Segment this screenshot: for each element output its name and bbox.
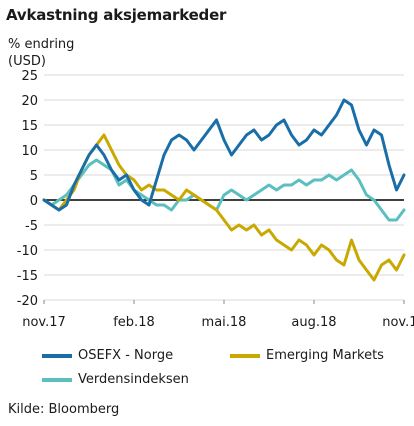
- x-tick-label: mai.18: [202, 315, 247, 330]
- y-tick-labels: -20 -15 -10 -5 0 5 10 15 20 25: [17, 69, 38, 309]
- legend-swatch-verdensindeksen: [42, 377, 72, 382]
- legend-swatch-emerging-markets: [230, 353, 260, 358]
- series-line-verdensindeksen: [42, 158, 406, 222]
- chart-title: Avkastning aksjemarkeder: [6, 6, 227, 24]
- series-line-emerging-markets: [42, 133, 406, 282]
- legend-label-verdensindeksen: Verdensindeksen: [78, 372, 189, 387]
- line-chart: -20 -15 -10 -5 0 5 10 15 20 25 nov.17 feb.18 mai.18…: [17, 69, 414, 330]
- y-tick-label: -20: [17, 294, 38, 309]
- y-tick-label: -15: [17, 269, 38, 284]
- series-line-osefx-norge: [42, 98, 406, 212]
- y-axis-label: % endring (USD): [8, 37, 75, 69]
- y-tick-label: 0: [30, 194, 38, 209]
- grid: [44, 74, 404, 301]
- x-tick-label: nov.17: [22, 315, 66, 330]
- y-tick-label: 15: [21, 119, 38, 134]
- y-tick-label: 5: [30, 169, 38, 184]
- legend-item-osefx: OSEFX - Norge: [42, 348, 173, 363]
- legend-item-verdensindeksen: Verdensindeksen: [42, 372, 189, 387]
- legend-label-emerging-markets: Emerging Markets: [266, 348, 384, 363]
- x-tick-label: aug.18: [291, 315, 336, 330]
- y-tick-label: -5: [25, 219, 38, 234]
- legend-label-osefx: OSEFX - Norge: [78, 348, 174, 363]
- x-tick-labels: nov.17 feb.18 mai.18 aug.18 nov.18: [22, 300, 414, 330]
- legend-swatch-osefx: [42, 353, 72, 358]
- y-tick-label: 25: [21, 69, 38, 84]
- x-tick-label: nov.18: [382, 315, 414, 330]
- source-note: Kilde: Bloomberg: [8, 402, 120, 417]
- x-tick-label: feb.18: [113, 315, 155, 330]
- series-lines: [42, 98, 406, 282]
- y-tick-label: 10: [21, 144, 38, 159]
- y-tick-label: -10: [17, 244, 38, 259]
- legend-item-emerging-markets: Emerging Markets: [230, 348, 384, 363]
- y-tick-label: 20: [21, 94, 38, 109]
